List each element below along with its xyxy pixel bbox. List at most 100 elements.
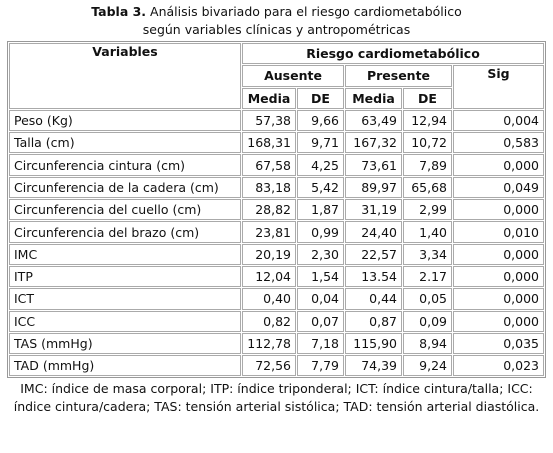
- table-cell: 13.54: [345, 265, 402, 288]
- table-cell: 9,71: [297, 132, 344, 154]
- header-cell: DE: [297, 87, 344, 109]
- table-row: Talla (cm) 168,31 9,71 167,32 10,72 0,583: [9, 132, 544, 154]
- header-cell: Variables: [9, 43, 241, 109]
- table-cell: 12,04: [242, 265, 296, 288]
- table-cell: Circunferencia cintura (cm): [9, 154, 241, 176]
- table-cell: 0,000: [453, 199, 544, 221]
- table-cell: 0,05: [403, 288, 452, 310]
- table-cell: 0,000: [453, 288, 544, 310]
- table-cell: TAD (mmHg): [9, 355, 241, 377]
- table-cell: 63,49: [345, 109, 402, 132]
- table-cell: 5,42: [297, 176, 344, 199]
- table-cell: 83,18: [242, 176, 296, 199]
- table-cell: 31,19: [345, 199, 402, 221]
- table-cell: 0,010: [453, 221, 544, 243]
- header-cell: Presente: [345, 65, 452, 87]
- table-cell: Circunferencia de la cadera (cm): [9, 176, 241, 199]
- table-cell: 0,04: [297, 288, 344, 310]
- table-cell: ITP: [9, 265, 241, 288]
- table-cell: 73,61: [345, 154, 402, 176]
- table-cell: 0,99: [297, 221, 344, 243]
- table-cell: TAS (mmHg): [9, 332, 241, 355]
- table-cell: 0,87: [345, 310, 402, 332]
- table-row: ICT 0,40 0,04 0,44 0,05 0,000: [9, 288, 544, 310]
- table-cell: 0,000: [453, 154, 544, 176]
- table-cell: 0,44: [345, 288, 402, 310]
- table-cell: 57,38: [242, 109, 296, 132]
- table-cell: 1,87: [297, 199, 344, 221]
- table-cell: 0,004: [453, 109, 544, 132]
- header-cell: Riesgo cardiometabólico: [242, 43, 544, 65]
- table-cell: ICC: [9, 310, 241, 332]
- table-cell: 24,40: [345, 221, 402, 243]
- table-cell: 0,035: [453, 332, 544, 355]
- table-cell: Circunferencia del brazo (cm): [9, 221, 241, 243]
- table-row: ICC 0,82 0,07 0,87 0,09 0,000: [9, 310, 544, 332]
- header-cell: DE: [403, 87, 452, 109]
- table-cell: 20,19: [242, 243, 296, 265]
- caption-label: Tabla 3.: [91, 4, 147, 19]
- table-row: IMC 20,19 2,30 22,57 3,34 0,000: [9, 243, 544, 265]
- table-row: Peso (Kg) 57,38 9,66 63,49 12,94 0,004: [9, 109, 544, 132]
- table-cell: ICT: [9, 288, 241, 310]
- table-cell: 0,09: [403, 310, 452, 332]
- table-cell: 2,99: [403, 199, 452, 221]
- table-cell: 0,000: [453, 265, 544, 288]
- table-row: Circunferencia del brazo (cm) 23,81 0,99 24…: [9, 221, 544, 243]
- table-cell: 1,54: [297, 265, 344, 288]
- table-cell: 0,82: [242, 310, 296, 332]
- table-cell: 2.17: [403, 265, 452, 288]
- table-cell: 2,30: [297, 243, 344, 265]
- table-row: Circunferencia del cuello (cm) 28,82 1,87 3…: [9, 199, 544, 221]
- caption: Tabla 3. Análisis bivariado para el ries…: [0, 3, 553, 41]
- table-cell: 22,57: [345, 243, 402, 265]
- table-cell: 74,39: [345, 355, 402, 377]
- table-cell: Talla (cm): [9, 132, 241, 154]
- table-cell: 9,24: [403, 355, 452, 377]
- table-cell: 72,56: [242, 355, 296, 377]
- table-cell: 7,18: [297, 332, 344, 355]
- table-cell: 28,82: [242, 199, 296, 221]
- table-cell: 3,34: [403, 243, 452, 265]
- table-cell: Peso (Kg): [9, 109, 241, 132]
- header-cell: Media: [345, 87, 402, 109]
- table-cell: 7,89: [403, 154, 452, 176]
- table-cell: Circunferencia del cuello (cm): [9, 199, 241, 221]
- table-row: TAS (mmHg) 112,78 7,18 115,90 8,94 0,035: [9, 332, 544, 355]
- table-cell: 7,79: [297, 355, 344, 377]
- table-cell: 0,40: [242, 288, 296, 310]
- header-cell: Media: [242, 87, 296, 109]
- table-cell: IMC: [9, 243, 241, 265]
- table-cell: 65,68: [403, 176, 452, 199]
- table-cell: 67,58: [242, 154, 296, 176]
- table-cell: 167,32: [345, 132, 402, 154]
- table-cell: 0,000: [453, 243, 544, 265]
- table: Variables Riesgo cardiometabólico Ausent…: [7, 41, 546, 379]
- table-row: ITP 12,04 1,54 13.54 2.17 0,000: [9, 265, 544, 288]
- table-cell: 0,583: [453, 132, 544, 154]
- table-cell: 0,049: [453, 176, 544, 199]
- table-cell: 1,40: [403, 221, 452, 243]
- caption-line: según variables clínicas y antropométric…: [142, 22, 411, 37]
- table-cell: 168,31: [242, 132, 296, 154]
- footnote: IMC: índice de masa corporal; ITP: índic…: [13, 381, 540, 415]
- header-cell: Ausente: [242, 65, 344, 87]
- table-row: Circunferencia cintura (cm) 67,58 4,25 73,6…: [9, 154, 544, 176]
- caption-line: Análisis bivariado para el riesgo cardio…: [150, 4, 462, 19]
- table-cell: 112,78: [242, 332, 296, 355]
- table-cell: 8,94: [403, 332, 452, 355]
- table-cell: 0,000: [453, 310, 544, 332]
- table-cell: 89,97: [345, 176, 402, 199]
- page: Tabla 3. Análisis bivariado para el ries…: [0, 3, 553, 453]
- header-cell: Sig: [453, 65, 544, 109]
- table-row: Circunferencia de la cadera (cm) 83,18 5,4…: [9, 176, 544, 199]
- table-cell: 0,023: [453, 355, 544, 377]
- table-cell: 115,90: [345, 332, 402, 355]
- table-cell: 9,66: [297, 109, 344, 132]
- table-row: TAD (mmHg) 72,56 7,79 74,39 9,24 0,023: [9, 355, 544, 377]
- table-cell: 0,07: [297, 310, 344, 332]
- table-cell: 4,25: [297, 154, 344, 176]
- table-cell: 10,72: [403, 132, 452, 154]
- table-cell: 23,81: [242, 221, 296, 243]
- table-cell: 12,94: [403, 109, 452, 132]
